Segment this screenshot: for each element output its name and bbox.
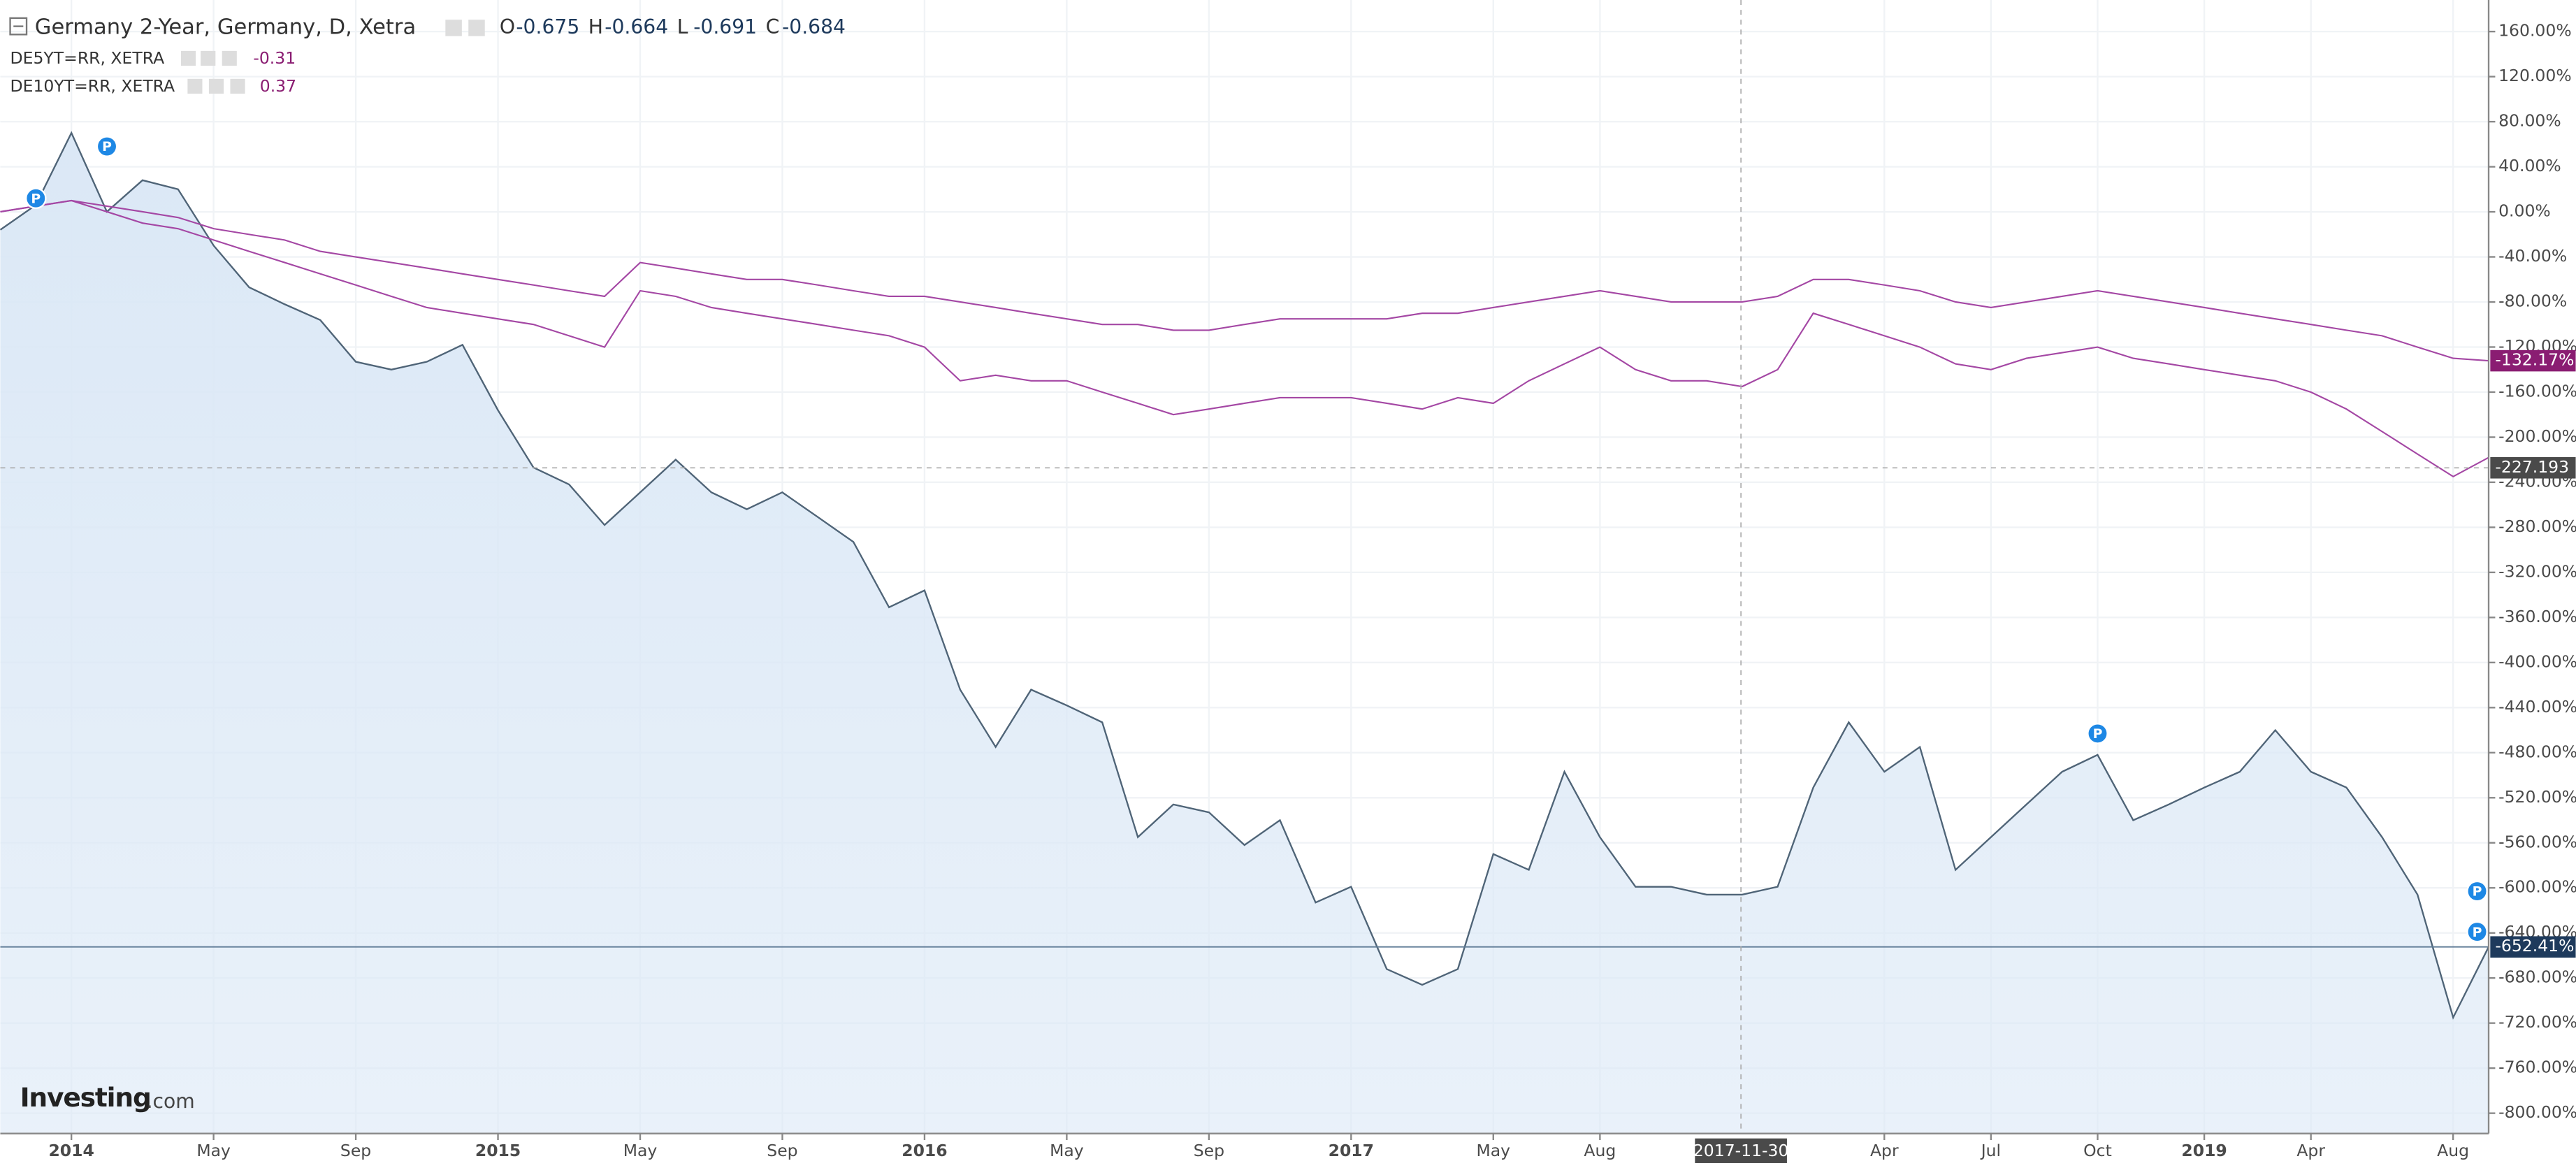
x-tick-label: Aug <box>1584 1141 1616 1160</box>
settings-icon[interactable] <box>187 78 203 94</box>
y-tick-label: -720.00% <box>2498 1012 2576 1032</box>
header[interactable]: Germany 2-Year, Germany, D, Xetra <box>9 15 485 94</box>
y-tick-label: -440.00% <box>2498 697 2576 716</box>
y-tick-label: -160.00% <box>2498 381 2576 401</box>
price-tag-box <box>2490 936 2576 958</box>
settings-icon[interactable] <box>208 78 224 94</box>
event-marker <box>2466 880 2488 902</box>
crosshair-y-box <box>2490 457 2576 479</box>
legend-name[interactable]: DE10YT=RR, XETRA <box>10 76 175 96</box>
x-tick-label: Sep <box>340 1141 371 1160</box>
settings-icon[interactable] <box>201 50 216 66</box>
line <box>0 131 2490 1020</box>
line <box>0 199 2489 362</box>
y-tick-label: 120.00% <box>2498 66 2572 85</box>
price-tag-box <box>2490 349 2576 372</box>
x-tick-label: Apr <box>2296 1141 2325 1160</box>
y-tick-label: 40.00% <box>2498 156 2561 175</box>
ohlc-label: L <box>677 15 688 38</box>
y-tick-label: -480.00% <box>2498 742 2576 761</box>
y-tick-label: -200.00% <box>2498 426 2576 446</box>
y-tick-label: -40.00% <box>2498 246 2567 266</box>
y-tick-label: -360.00% <box>2498 607 2576 626</box>
close-icon[interactable] <box>222 50 237 66</box>
collapse-icon[interactable] <box>9 17 28 36</box>
x-tick-label: Jul <box>1980 1141 2001 1160</box>
ohlc-label: H <box>588 15 603 38</box>
ohlc: O -0.675 H -0.664 L -0.691 C -0.684 <box>500 15 846 38</box>
event-label: P <box>31 192 41 206</box>
header-title: Germany 2-Year, Germany, D, Xetra <box>35 15 416 39</box>
x-tick-label: May <box>196 1141 231 1160</box>
line <box>0 199 2489 478</box>
y-tick-label: -680.00% <box>2498 967 2576 987</box>
x-tick-label: 2015 <box>475 1141 521 1160</box>
x-tick-label: May <box>1476 1141 1510 1160</box>
area <box>0 133 2489 1134</box>
plot: P P P P P <box>0 0 2490 1134</box>
settings-icon[interactable] <box>180 50 196 66</box>
event-label: P <box>102 140 112 154</box>
ohlc-value: -0.675 <box>516 15 579 38</box>
axes: 160.00% 120.00% 80.00% 40.00% 0.00% -40.00% -8… <box>48 21 2576 1163</box>
event-marker <box>25 187 47 209</box>
y-tick-label: -400.00% <box>2498 651 2576 671</box>
price-tag: -132.17% <box>2495 350 2574 370</box>
x-tick-label: May <box>1050 1141 1084 1160</box>
settings-icon[interactable] <box>468 20 485 36</box>
event-marker <box>2087 723 2108 744</box>
event-label: P <box>2093 727 2103 742</box>
legend-name[interactable]: DE5YT=RR, XETRA <box>10 48 165 68</box>
ohlc-value: -0.691 <box>693 15 757 38</box>
y-tick-label: -280.00% <box>2498 517 2576 536</box>
x-tick-label: 2016 <box>902 1141 947 1160</box>
y-tick-label: -520.00% <box>2498 787 2576 807</box>
logo-suffix: .com <box>147 1090 195 1113</box>
y-tick-label: -600.00% <box>2498 877 2576 897</box>
x-tick-label: Sep <box>767 1141 797 1160</box>
x-tick-label: 2017 <box>1329 1141 1374 1160</box>
event-label: P <box>2473 885 2482 900</box>
event-label: P <box>2473 925 2482 940</box>
x-tick-label: Aug <box>2437 1141 2469 1160</box>
y-tick-label: 0.00% <box>2498 201 2551 221</box>
y-tick-label: -760.00% <box>2498 1058 2576 1077</box>
crosshair-x-label: 2017-11-30 <box>1693 1141 1789 1160</box>
x-tick-label: May <box>623 1141 658 1160</box>
logo: Investing .com <box>20 1082 195 1113</box>
y-tick-label: 160.00% <box>2498 21 2572 41</box>
event-marker <box>2466 921 2488 943</box>
x-tick-label: Sep <box>1194 1141 1224 1160</box>
crosshair-x-box <box>1695 1138 1787 1163</box>
ohlc-label: C <box>766 15 780 38</box>
x-tick-label: 2014 <box>48 1141 94 1160</box>
settings-icon[interactable] <box>445 20 462 36</box>
price-tag: -652.41% <box>2495 936 2574 956</box>
x-tick-label: 2019 <box>2181 1141 2227 1160</box>
y-tick-label: 80.00% <box>2498 111 2561 131</box>
y-tick-label: -800.00% <box>2498 1102 2576 1122</box>
event-marker <box>96 136 118 157</box>
legend-value: 0.37 <box>260 76 296 96</box>
x-tick-label: Oct <box>2083 1141 2112 1160</box>
x-tick-label: Apr <box>1870 1141 1899 1160</box>
close-icon[interactable] <box>230 78 245 94</box>
ohlc-label: O <box>500 15 515 38</box>
ohlc-value: -0.684 <box>782 15 846 38</box>
legend-value: -0.31 <box>253 48 296 68</box>
crosshair-y-label: -227.193 <box>2495 457 2569 477</box>
y-tick-label: -320.00% <box>2498 561 2576 581</box>
y-tick-label: -80.00% <box>2498 291 2567 311</box>
logo-brand: Investing <box>20 1082 151 1113</box>
y-tick-label: -560.00% <box>2498 832 2576 851</box>
ohlc-value: -0.664 <box>605 15 668 38</box>
